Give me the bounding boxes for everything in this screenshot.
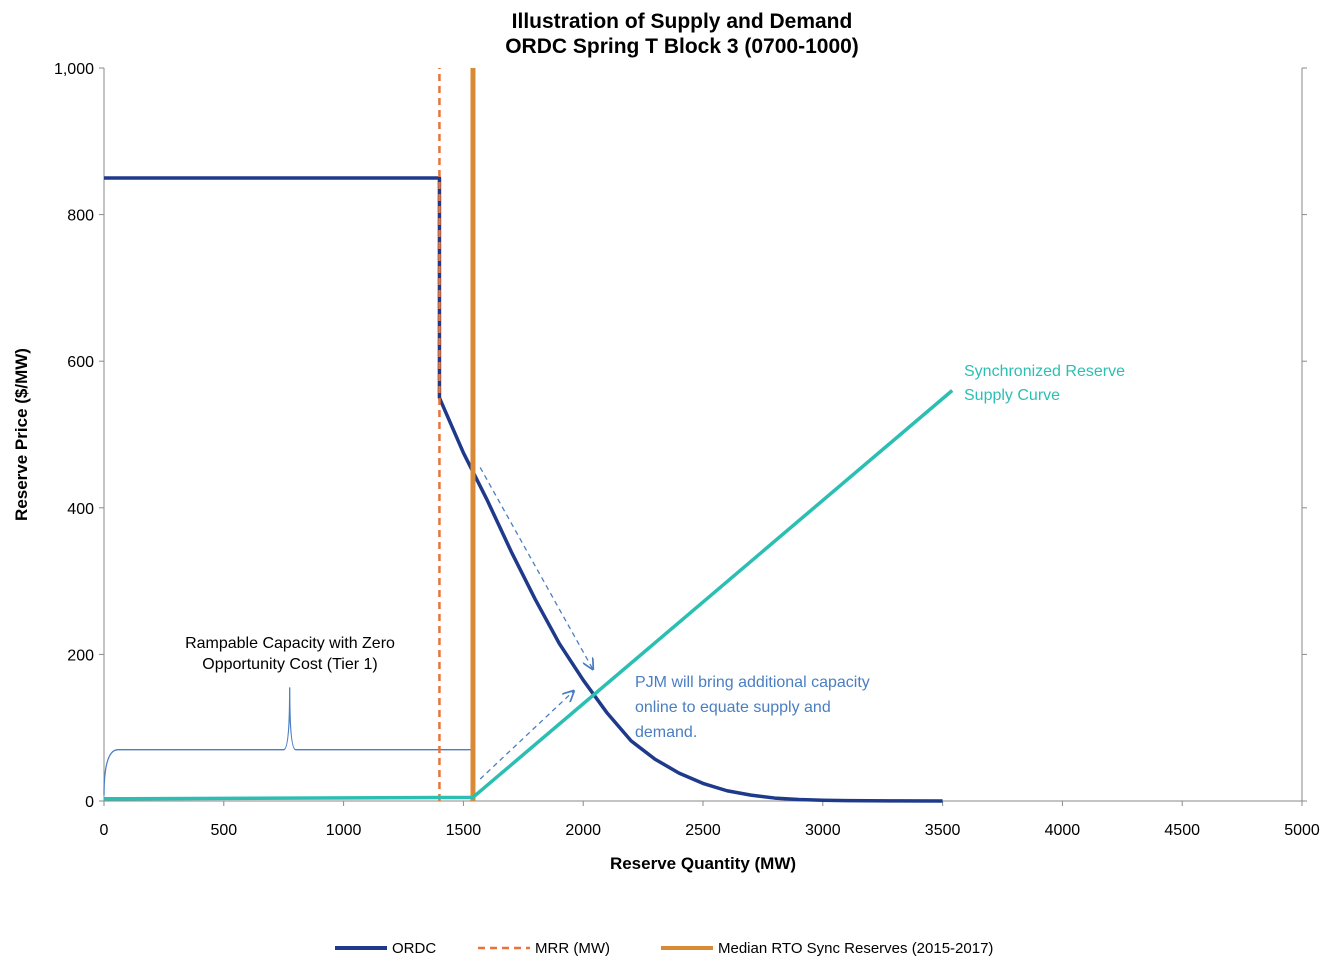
x-tick-label: 3500 — [925, 822, 961, 839]
y-tick-label: 0 — [85, 794, 94, 811]
chart-title-line: ORDC Spring T Block 3 (0700-1000) — [505, 35, 859, 58]
pjm-annotation-line: online to equate supply and — [635, 699, 831, 716]
tier1-bracket — [103, 687, 474, 796]
legend-mrr-label: MRR (MW) — [535, 940, 610, 957]
x-tick-label: 500 — [210, 822, 237, 839]
supply-curve-label-line: Supply Curve — [964, 387, 1060, 404]
y-tick-label: 800 — [67, 208, 94, 225]
x-tick-label: 1000 — [326, 822, 362, 839]
x-tick-label: 1500 — [446, 822, 482, 839]
tier1-label-line: Rampable Capacity with Zero — [185, 635, 395, 652]
legend-median-sync-reserves-label: Median RTO Sync Reserves (2015-2017) — [718, 940, 993, 957]
y-tick-label: 600 — [67, 354, 94, 371]
pjm-annotation-line: demand. — [635, 724, 697, 741]
x-tick-label: 2000 — [565, 822, 601, 839]
x-tick-label: 5000 — [1284, 822, 1320, 839]
supply-curve-label-line: Synchronized Reserve — [964, 363, 1125, 380]
x-tick-label: 3000 — [805, 822, 841, 839]
supply-arrow — [479, 691, 573, 780]
y-tick-label: 400 — [67, 501, 94, 518]
chart-title-line: Illustration of Supply and Demand — [512, 10, 853, 33]
legend-ordc-label: ORDC — [392, 940, 436, 957]
y-tick-label: 200 — [67, 647, 94, 664]
tier1-label-line: Opportunity Cost (Tier 1) — [202, 656, 377, 673]
x-tick-label: 4500 — [1164, 822, 1200, 839]
pjm-annotation-line: PJM will bring additional capacity — [635, 674, 870, 691]
supply-curve-line — [103, 389, 954, 801]
x-tick-label: 4000 — [1045, 822, 1081, 839]
demand-arrow — [479, 467, 593, 669]
x-tick-label: 2500 — [685, 822, 721, 839]
x-axis-title: Reserve Quantity (MW) — [610, 854, 796, 873]
x-tick-label: 0 — [100, 822, 109, 839]
y-axis-title: Reserve Price ($/MW) — [12, 348, 31, 521]
y-tick-label: 1,000 — [54, 61, 94, 78]
